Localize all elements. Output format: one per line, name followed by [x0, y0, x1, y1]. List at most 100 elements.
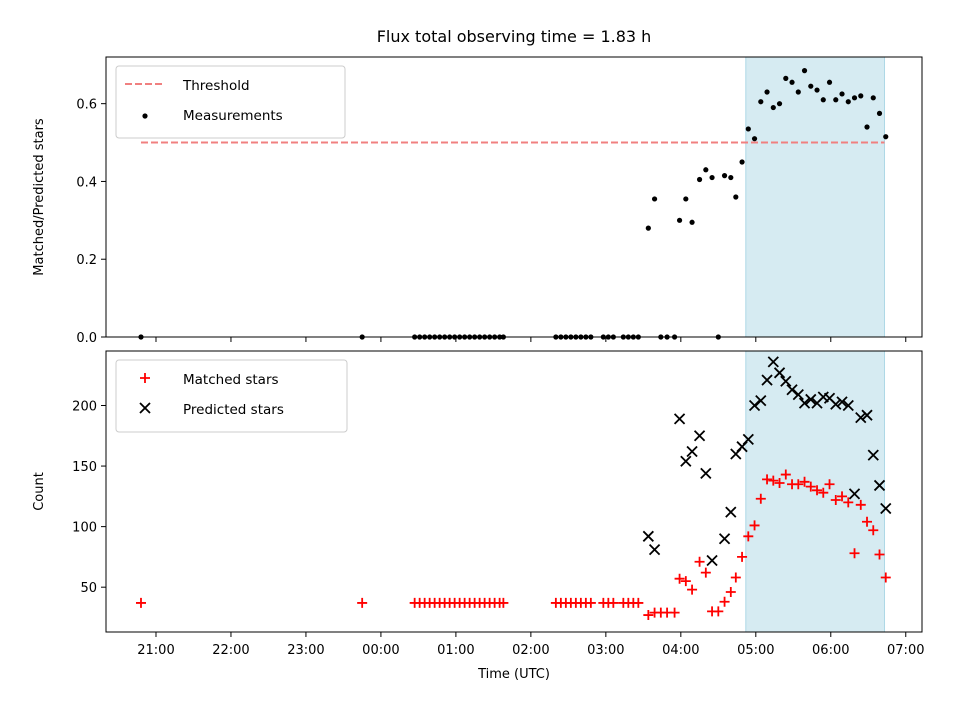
data-point [861, 409, 873, 421]
data-point [805, 393, 817, 406]
legend: Threshold Measurements [115, 65, 346, 139]
chart-title: Flux total observing time = 1.83 h [377, 27, 652, 46]
data-point [836, 396, 848, 408]
data-point [357, 597, 368, 608]
data-point [880, 502, 892, 515]
data-point [749, 520, 760, 531]
x-tick-label: 03:00 [587, 643, 624, 658]
x-tick-label: 04:00 [662, 643, 699, 658]
data-point [721, 173, 728, 179]
data-point [680, 576, 691, 587]
data-point [755, 493, 766, 504]
data-point [870, 95, 876, 101]
data-point [718, 533, 731, 545]
data-point [845, 99, 851, 105]
data-point [686, 445, 698, 458]
y-axis-label: Count [32, 472, 47, 511]
data-point [855, 411, 867, 424]
legend: Matched stars Predicted stars [115, 359, 348, 433]
data-point [848, 488, 861, 500]
data-point [798, 397, 811, 409]
data-point [135, 597, 146, 608]
data-point [837, 491, 848, 502]
data-point [849, 548, 860, 559]
data-point [818, 487, 829, 498]
data-point [833, 97, 839, 103]
data-point [862, 516, 873, 527]
data-point [745, 126, 751, 132]
y-tick-label: 0.2 [76, 253, 97, 268]
data-point [867, 449, 879, 461]
highlight-span [745, 350, 886, 633]
data-point [839, 91, 845, 97]
legend-label: Predicted stars [183, 402, 284, 418]
data-point [776, 101, 783, 107]
data-point [858, 93, 864, 99]
y-tick-label: 150 [72, 460, 97, 475]
data-point [755, 395, 767, 407]
legend-swatch [139, 402, 151, 414]
x-axis-label: Time (UTC) [477, 667, 550, 682]
axes-frame [105, 56, 923, 338]
data-point [683, 196, 689, 202]
data-point [608, 597, 619, 608]
data-point [733, 194, 739, 200]
x-tick-label: 02:00 [512, 643, 549, 658]
x-tick-label: 07:00 [887, 643, 924, 658]
data-point [876, 110, 883, 116]
series-predicted-stars [642, 356, 892, 567]
data-point [743, 531, 754, 542]
data-point [805, 481, 816, 492]
data-point [700, 567, 711, 578]
data-point [762, 474, 773, 485]
data-point [767, 356, 779, 368]
x-tick-label: 06:00 [812, 643, 849, 658]
data-point [700, 467, 712, 479]
data-point [642, 530, 654, 542]
data-point [883, 134, 889, 140]
data-point [728, 174, 734, 181]
legend-swatch [142, 113, 148, 119]
x-tick-label: 00:00 [362, 643, 399, 658]
data-point [651, 196, 658, 202]
data-point [737, 551, 748, 562]
data-point [648, 544, 661, 556]
data-point [687, 584, 698, 595]
data-point [768, 475, 779, 486]
data-point [826, 79, 833, 85]
data-point [792, 388, 804, 401]
data-point [801, 68, 808, 74]
data-point [880, 572, 891, 583]
data-point [748, 399, 761, 412]
y-tick-label: 0.4 [76, 175, 97, 190]
legend-label: Matched stars [183, 372, 279, 388]
data-point [774, 478, 785, 489]
data-point [709, 174, 715, 181]
data-point [786, 384, 798, 396]
data-point [739, 159, 745, 165]
data-point [855, 499, 866, 510]
y-tick-label: 100 [72, 521, 97, 536]
data-point [645, 225, 651, 231]
data-point [789, 79, 795, 85]
y-tick-label: 0.6 [76, 98, 97, 113]
x-tick-label: 23:00 [287, 643, 324, 658]
data-point [820, 97, 826, 103]
data-point [770, 104, 776, 111]
data-point [851, 95, 858, 101]
data-point [795, 89, 801, 95]
data-point [780, 375, 792, 387]
data-point [725, 587, 736, 598]
data-point [742, 433, 754, 446]
data-point [725, 506, 737, 518]
data-point [758, 99, 764, 105]
data-point [864, 124, 870, 130]
data-point [706, 554, 718, 567]
data-point [674, 573, 685, 584]
data-point [780, 469, 791, 480]
x-tick-label: 22:00 [212, 643, 249, 658]
series-matched-stars [135, 469, 891, 621]
y-axis-label: Matched/Predicted stars [32, 118, 47, 276]
data-point [761, 374, 773, 386]
